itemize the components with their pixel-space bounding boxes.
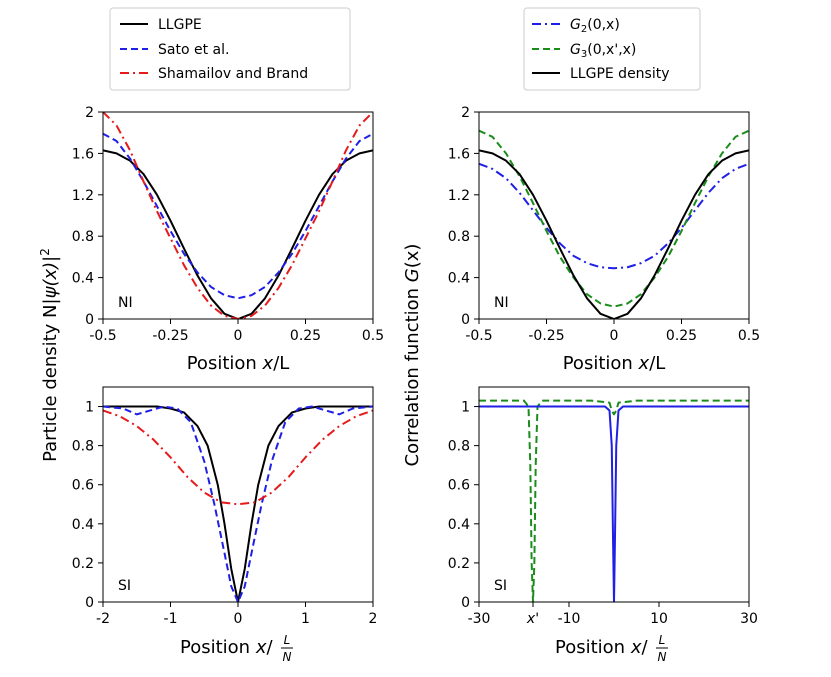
y-tick-label: 0.8 — [448, 229, 470, 245]
series-line-bottom-left-0 — [103, 405, 373, 602]
y-tick-label: 0.4 — [72, 517, 94, 533]
y-tick-label: 1.2 — [448, 188, 470, 204]
y-tick-label: 0.2 — [72, 556, 94, 572]
axes-frame — [478, 111, 750, 320]
y-tick-label: 1.6 — [72, 146, 94, 162]
y-tick-label: 0 — [85, 595, 94, 611]
axes-frame — [102, 386, 374, 603]
legend-right-label-g3: G3(0,x',x) — [570, 42, 636, 60]
x-axis-label-top-right: Position x/L — [563, 353, 666, 374]
x-tick-label: 1 — [301, 611, 310, 627]
x-tick-label: -2 — [96, 611, 110, 627]
y-tick-label: 0.8 — [72, 439, 94, 455]
y-tick-label: 0 — [85, 312, 94, 328]
y-tick-label: 0.4 — [448, 271, 470, 287]
y-tick-label: 0.8 — [448, 439, 470, 455]
x-tick-label: 0 — [610, 328, 619, 344]
panel-top-left: -0.5 -0.25 0 0.25 0.5 0 0.4 0.8 1.2 1.6 2 NI — [72, 105, 384, 344]
svg-text:Position x/: Position x/ — [555, 637, 648, 658]
x-tick-label: 0.25 — [666, 328, 697, 344]
series-line-top-left-2 — [103, 112, 373, 319]
y-tick-label: 2 — [461, 105, 470, 121]
y-tick-label: 0.6 — [448, 478, 470, 494]
panel-label: SI — [118, 578, 131, 594]
x-axis-label-bottom-left: Position x/ L N — [180, 633, 293, 664]
svg-text:N: N — [658, 650, 667, 664]
panel-bottom-right: -30 x' -10 10 30 0 0.2 0.4 0.6 0.8 1 SI — [448, 386, 758, 627]
panel-label: NI — [118, 295, 133, 311]
svg-text:L: L — [284, 633, 291, 647]
series-line-top-right-2 — [479, 149, 749, 319]
panel-label: NI — [494, 295, 509, 311]
legend-right-label-llgpe-density: LLGPE density — [570, 66, 670, 82]
x-tick-label: 0 — [234, 611, 243, 627]
series-line-bottom-left-1 — [103, 405, 373, 602]
svg-text:Position x/: Position x/ — [180, 637, 273, 658]
x-tick-label: 0.25 — [290, 328, 321, 344]
x-tick-label: 2 — [369, 611, 378, 627]
legend-left-label-llgpe: LLGPE — [158, 17, 202, 33]
series-line-bottom-right-0 — [479, 399, 749, 602]
x-tick-label: 0 — [234, 328, 243, 344]
series-line-bottom-left-2 — [103, 409, 373, 506]
y-tick-label: 0.4 — [72, 271, 94, 287]
y-tick-label: 1.2 — [72, 188, 94, 204]
x-tick-label: -0.25 — [152, 328, 188, 344]
x-tick-label: -1 — [164, 611, 178, 627]
x-tick-label: -10 — [558, 611, 581, 627]
right-y-axis-label: Correlation function G(x) — [402, 244, 423, 467]
x-tick-label: 0.5 — [362, 328, 384, 344]
y-tick-label: 1 — [85, 400, 94, 416]
x-tick-label: x' — [526, 611, 539, 627]
y-tick-label: 0.8 — [72, 229, 94, 245]
x-tick-label: 30 — [740, 611, 758, 627]
y-tick-label: 0.2 — [448, 556, 470, 572]
legend-left-label-shamailov: Shamailov and Brand — [158, 66, 308, 82]
left-y-axis-label: Particle density N|ψ(x)|2 — [38, 248, 61, 462]
axes-frame — [478, 386, 750, 603]
y-tick-label: 0.4 — [448, 517, 470, 533]
series-line-top-right-1 — [479, 129, 749, 308]
y-tick-label: 2 — [85, 105, 94, 121]
y-tick-label: 0.6 — [72, 478, 94, 494]
x-tick-label: -0.5 — [89, 328, 116, 344]
panel-label: SI — [494, 578, 507, 594]
panel-top-right: -0.5 -0.25 0 0.25 0.5 0 0.4 0.8 1.2 1.6 2 NI — [448, 105, 760, 344]
y-tick-label: 1 — [461, 400, 470, 416]
x-axis-label-bottom-right: Position x/ L N — [555, 633, 668, 664]
x-tick-label: 10 — [650, 611, 668, 627]
legend-right: G2(0,x) G3(0,x',x) LLGPE density — [523, 7, 701, 91]
series-line-top-left-0 — [103, 149, 373, 319]
x-axis-label-top-left: Position x/L — [187, 353, 290, 374]
x-tick-label: 0.5 — [738, 328, 760, 344]
y-tick-label: 0 — [461, 595, 470, 611]
axes-frame — [102, 111, 374, 320]
legend-left-label-sato: Sato et al. — [158, 42, 229, 58]
y-tick-label: 1.6 — [448, 146, 470, 162]
svg-text:N: N — [283, 650, 292, 664]
panel-bottom-left: -2 -1 0 1 2 0 0.2 0.4 0.6 0.8 1 SI — [72, 386, 378, 627]
series-line-top-right-0 — [479, 162, 749, 270]
x-tick-label: -30 — [468, 611, 491, 627]
legend-left: LLGPE Sato et al. Shamailov and Brand — [109, 7, 351, 91]
y-tick-label: 0 — [461, 312, 470, 328]
series-line-top-left-1 — [103, 132, 373, 300]
legend-right-label-g2: G2(0,x) — [570, 17, 620, 35]
svg-text:L: L — [659, 633, 666, 647]
x-tick-label: -0.5 — [465, 328, 492, 344]
series-line-bottom-right-1 — [479, 405, 749, 602]
x-tick-label: -0.25 — [528, 328, 564, 344]
